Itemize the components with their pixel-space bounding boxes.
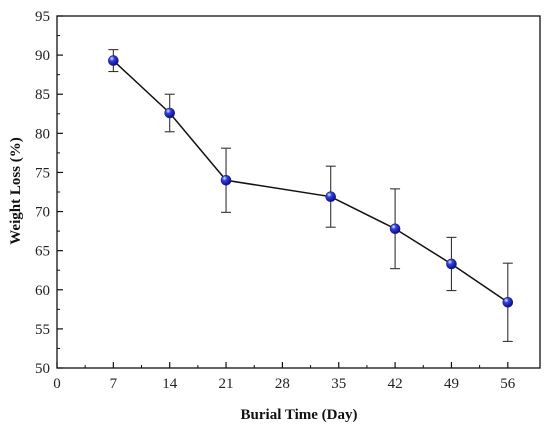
- y-tick-label: 80: [35, 126, 50, 142]
- x-tick-label: 0: [53, 376, 61, 392]
- y-tick-label: 60: [35, 283, 50, 299]
- y-tick-label: 70: [35, 205, 50, 221]
- x-tick-label: 49: [444, 376, 459, 392]
- y-axis-title: Weight Loss (%): [8, 137, 24, 245]
- x-tick-label: 42: [388, 376, 403, 392]
- y-tick-label: 55: [35, 322, 50, 338]
- data-point: [108, 55, 119, 66]
- data-point: [446, 258, 457, 270]
- data-point: [389, 223, 401, 235]
- x-tick-label: 56: [500, 376, 516, 392]
- x-tick-label: 28: [275, 376, 290, 392]
- x-tick-label: 21: [219, 376, 234, 392]
- x-tick-label: 35: [331, 376, 346, 392]
- data-point: [220, 174, 232, 186]
- x-tick-label: 7: [110, 376, 118, 392]
- y-tick-label: 75: [35, 165, 50, 181]
- y-tick-label: 95: [35, 9, 50, 25]
- data-point: [164, 107, 175, 119]
- y-tick-label: 90: [35, 48, 50, 64]
- y-tick-label: 65: [35, 244, 50, 260]
- y-tick-label: 85: [35, 87, 50, 103]
- x-axis-title: Burial Time (Day): [241, 407, 358, 423]
- data-point: [325, 191, 337, 202]
- x-tick-label: 14: [162, 376, 178, 392]
- data-point: [502, 296, 514, 308]
- y-tick-label: 50: [35, 361, 50, 377]
